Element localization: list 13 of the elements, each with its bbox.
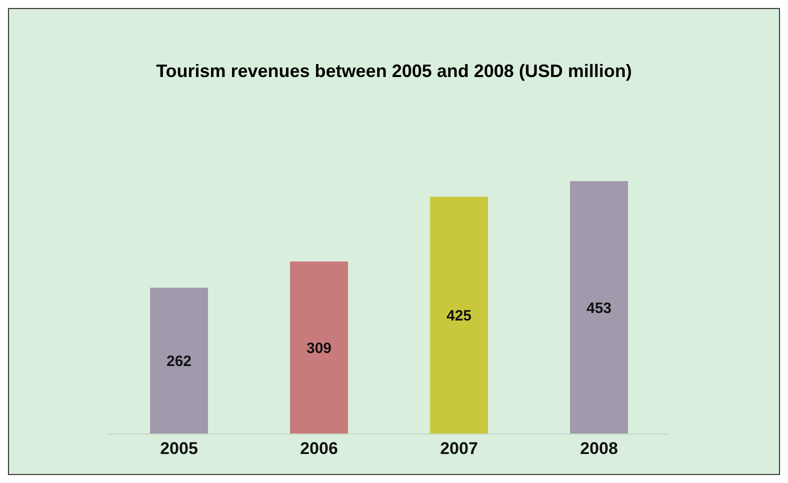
bar — [430, 196, 488, 434]
x-tick-label: 2005 — [160, 439, 198, 458]
data-label: 425 — [446, 308, 472, 325]
data-label: 309 — [306, 340, 332, 358]
bar — [290, 261, 348, 434]
x-tick-label: 2008 — [580, 439, 618, 458]
x-tick-label: 2007 — [440, 439, 478, 458]
chart-title: Tourism revenues between 2005 and 2008 (USD million) — [155, 61, 633, 82]
bar — [150, 288, 208, 434]
bar — [570, 181, 628, 434]
x-tick-label: 2006 — [300, 439, 338, 458]
data-label: 262 — [166, 353, 192, 370]
data-label: 453 — [586, 300, 612, 317]
